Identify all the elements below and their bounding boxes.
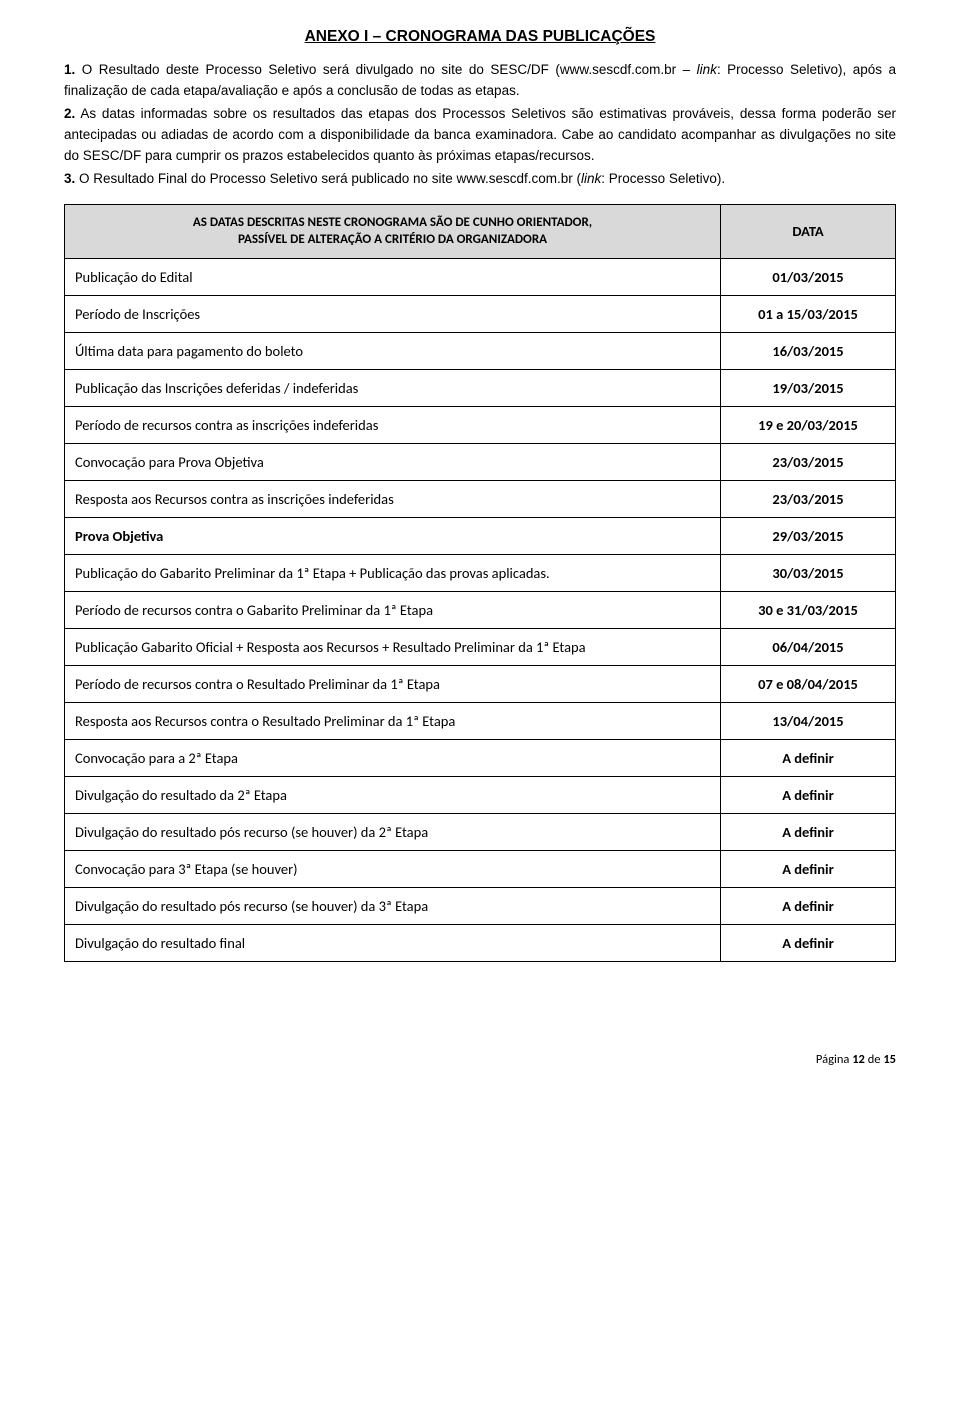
intro-p3-num: 3. — [64, 171, 75, 186]
table-row: Publicação do Gabarito Preliminar da 1ª … — [65, 554, 896, 591]
cell-date: 13/04/2015 — [721, 702, 896, 739]
table-row: Período de Inscrições01 a 15/03/2015 — [65, 295, 896, 332]
table-row: Divulgação do resultado pós recurso (se … — [65, 813, 896, 850]
cell-date: 01 a 15/03/2015 — [721, 295, 896, 332]
cell-date: 01/03/2015 — [721, 258, 896, 295]
table-body: Publicação do Edital01/03/2015Período de… — [65, 258, 896, 961]
cell-date: 19/03/2015 — [721, 369, 896, 406]
cell-date: A definir — [721, 924, 896, 961]
footer-mid: de — [865, 1052, 883, 1067]
table-row: Divulgação do resultado da 2ª EtapaA def… — [65, 776, 896, 813]
cell-desc: Prova Objetiva — [65, 517, 721, 554]
table-row: Resposta aos Recursos contra as inscriçõ… — [65, 480, 896, 517]
cell-desc: Período de recursos contra o Gabarito Pr… — [65, 591, 721, 628]
footer-total: 15 — [883, 1052, 896, 1067]
header-desc: AS DATAS DESCRITAS NESTE CRONOGRAMA SÃO … — [65, 204, 721, 258]
table-row: Período de recursos contra o Gabarito Pr… — [65, 591, 896, 628]
cell-date: 19 e 20/03/2015 — [721, 406, 896, 443]
cell-date: 29/03/2015 — [721, 517, 896, 554]
cell-desc: Convocação para 3ª Etapa (se houver) — [65, 850, 721, 887]
cell-desc: Divulgação do resultado da 2ª Etapa — [65, 776, 721, 813]
cell-desc: Resposta aos Recursos contra as inscriçõ… — [65, 480, 721, 517]
cell-desc: Publicação do Gabarito Preliminar da 1ª … — [65, 554, 721, 591]
table-row: Prova Objetiva29/03/2015 — [65, 517, 896, 554]
cell-date: 06/04/2015 — [721, 628, 896, 665]
intro-p3-tail: : Processo Seletivo). — [601, 171, 725, 186]
table-row: Publicação Gabarito Oficial + Resposta a… — [65, 628, 896, 665]
page-footer: Página 12 de 15 — [64, 1052, 896, 1067]
cell-desc: Divulgação do resultado pós recurso (se … — [65, 887, 721, 924]
cell-desc: Período de recursos contra o Resultado P… — [65, 665, 721, 702]
cell-date: 30/03/2015 — [721, 554, 896, 591]
cell-date: A definir — [721, 739, 896, 776]
intro-p1-num: 1. — [64, 62, 75, 77]
cell-date: 30 e 31/03/2015 — [721, 591, 896, 628]
cell-date: A definir — [721, 776, 896, 813]
intro-p1-link: link — [697, 62, 717, 77]
cell-desc: Convocação para Prova Objetiva — [65, 443, 721, 480]
table-row: Convocação para Prova Objetiva23/03/2015 — [65, 443, 896, 480]
schedule-table: AS DATAS DESCRITAS NESTE CRONOGRAMA SÃO … — [64, 204, 896, 962]
cell-desc: Convocação para a 2ª Etapa — [65, 739, 721, 776]
table-header-row: AS DATAS DESCRITAS NESTE CRONOGRAMA SÃO … — [65, 204, 896, 258]
cell-date: 23/03/2015 — [721, 443, 896, 480]
cell-desc: Período de recursos contra as inscrições… — [65, 406, 721, 443]
cell-date: 16/03/2015 — [721, 332, 896, 369]
table-row: Convocação para a 2ª EtapaA definir — [65, 739, 896, 776]
cell-date: A definir — [721, 887, 896, 924]
header-desc-l2: PASSÍVEL DE ALTERAÇÃO A CRITÉRIO DA ORGA… — [238, 232, 547, 247]
table-row: Publicação das Inscrições deferidas / in… — [65, 369, 896, 406]
intro-p2-num: 2. — [64, 106, 75, 121]
cell-desc: Divulgação do resultado final — [65, 924, 721, 961]
table-row: Convocação para 3ª Etapa (se houver)A de… — [65, 850, 896, 887]
cell-desc: Divulgação do resultado pós recurso (se … — [65, 813, 721, 850]
footer-page: 12 — [852, 1052, 865, 1067]
intro-p3-link: link — [581, 171, 601, 186]
table-row: Período de recursos contra o Resultado P… — [65, 665, 896, 702]
cell-desc: Publicação das Inscrições deferidas / in… — [65, 369, 721, 406]
table-row: Resposta aos Recursos contra o Resultado… — [65, 702, 896, 739]
cell-desc: Período de Inscrições — [65, 295, 721, 332]
table-row: Divulgação do resultado pós recurso (se … — [65, 887, 896, 924]
intro-p1: 1. O Resultado deste Processo Seletivo s… — [64, 60, 896, 102]
cell-desc: Publicação Gabarito Oficial + Resposta a… — [65, 628, 721, 665]
cell-date: 07 e 08/04/2015 — [721, 665, 896, 702]
cell-date: A definir — [721, 850, 896, 887]
intro-block: 1. O Resultado deste Processo Seletivo s… — [64, 60, 896, 190]
intro-p1-text: O Resultado deste Processo Seletivo será… — [82, 62, 697, 77]
cell-desc: Última data para pagamento do boleto — [65, 332, 721, 369]
intro-p3: 3. O Resultado Final do Processo Seletiv… — [64, 169, 896, 190]
header-desc-l1: AS DATAS DESCRITAS NESTE CRONOGRAMA SÃO … — [193, 215, 592, 230]
intro-p2: 2. As datas informadas sobre os resultad… — [64, 104, 896, 167]
cell-desc: Publicação do Edital — [65, 258, 721, 295]
page-title: ANEXO I – CRONOGRAMA DAS PUBLICAÇÕES — [64, 28, 896, 46]
table-row: Divulgação do resultado finalA definir — [65, 924, 896, 961]
table-row: Publicação do Edital01/03/2015 — [65, 258, 896, 295]
footer-prefix: Página — [816, 1052, 852, 1067]
intro-p2-text: As datas informadas sobre os resultados … — [64, 106, 896, 163]
cell-desc: Resposta aos Recursos contra o Resultado… — [65, 702, 721, 739]
table-row: Período de recursos contra as inscrições… — [65, 406, 896, 443]
header-data: DATA — [721, 204, 896, 258]
table-row: Última data para pagamento do boleto16/0… — [65, 332, 896, 369]
intro-p3-text: O Resultado Final do Processo Seletivo s… — [79, 171, 581, 186]
cell-date: A definir — [721, 813, 896, 850]
cell-date: 23/03/2015 — [721, 480, 896, 517]
